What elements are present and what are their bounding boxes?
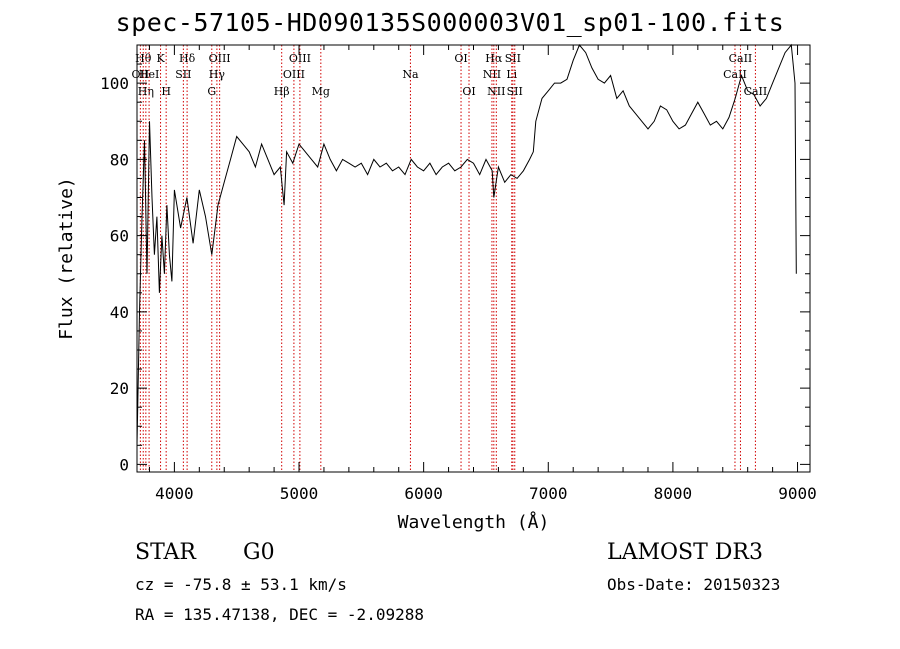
line-marker-label: Hβ xyxy=(274,85,290,98)
line-marker-label: Li xyxy=(506,68,517,81)
x-tick-label: 8000 xyxy=(654,484,693,503)
observation-date: Obs-Date: 20150323 xyxy=(607,575,781,594)
line-marker-label: Na xyxy=(402,68,419,81)
line-marker-label: HeI xyxy=(139,68,159,81)
line-marker-label: Hθ xyxy=(135,52,152,65)
line-marker-label: NII xyxy=(487,85,505,98)
line-marker-label: SII xyxy=(507,85,523,98)
y-tick-label: 20 xyxy=(110,379,129,398)
line-marker-label: NII xyxy=(483,68,501,81)
line-marker-label: CaII xyxy=(744,85,768,98)
line-marker-label: H xyxy=(161,85,171,98)
line-marker-label: OII xyxy=(132,68,150,81)
y-tick-label: 60 xyxy=(110,227,129,246)
line-marker-label: Hγ xyxy=(209,68,226,81)
coordinates-info: RA = 135.47138, DEC = -2.09288 xyxy=(135,605,424,624)
y-axis-label: Flux (relative) xyxy=(56,177,77,340)
object-subclass: G0 xyxy=(243,540,275,565)
line-marker-label: SII xyxy=(505,52,521,65)
line-marker-label: G xyxy=(207,85,216,98)
line-marker-label: OIII xyxy=(289,52,311,65)
line-marker-label: OIII xyxy=(283,68,305,81)
y-tick-label: 100 xyxy=(100,74,129,93)
x-tick-label: 5000 xyxy=(280,484,319,503)
x-tick-label: 9000 xyxy=(778,484,817,503)
x-tick-label: 6000 xyxy=(404,484,443,503)
chart-title: spec-57105-HD090135S000003V01_sp01-100.f… xyxy=(115,8,785,37)
spectrum-series-line xyxy=(136,43,797,446)
axis-ticks: 4000 5000 6000 7000 8000 9000 0 20 40 60 80 100 xyxy=(100,45,817,503)
line-marker-label: OI xyxy=(454,52,467,65)
line-marker-label: SII xyxy=(175,68,191,81)
y-tick-label: 0 xyxy=(119,455,129,474)
line-marker-label: Hη xyxy=(138,85,154,98)
line-markers: OII Hθ Hη HeI K H SII Hδ G Hγ OIII Hβ OIII OIII Mg Na OI… xyxy=(132,45,768,472)
x-tick-label: 4000 xyxy=(155,484,194,503)
line-marker-label: Hα xyxy=(485,52,503,65)
line-marker-label: OI xyxy=(462,85,475,98)
plot-frame xyxy=(136,44,811,473)
y-tick-label: 80 xyxy=(110,150,129,169)
line-marker-label: CaII xyxy=(729,52,753,65)
x-tick-label: 7000 xyxy=(529,484,568,503)
line-marker-label: K xyxy=(156,52,165,65)
y-tick-label: 40 xyxy=(110,303,129,322)
object-class: STAR xyxy=(135,540,196,565)
line-marker-label: Mg xyxy=(312,85,330,98)
line-marker-label: Hδ xyxy=(179,52,196,65)
line-marker-label: OIII xyxy=(209,52,231,65)
x-axis-label: Wavelength (Å) xyxy=(398,511,550,533)
survey-name: LAMOST DR3 xyxy=(607,540,763,565)
redshift-info: cz = -75.8 ± 53.1 km/s xyxy=(135,575,347,594)
